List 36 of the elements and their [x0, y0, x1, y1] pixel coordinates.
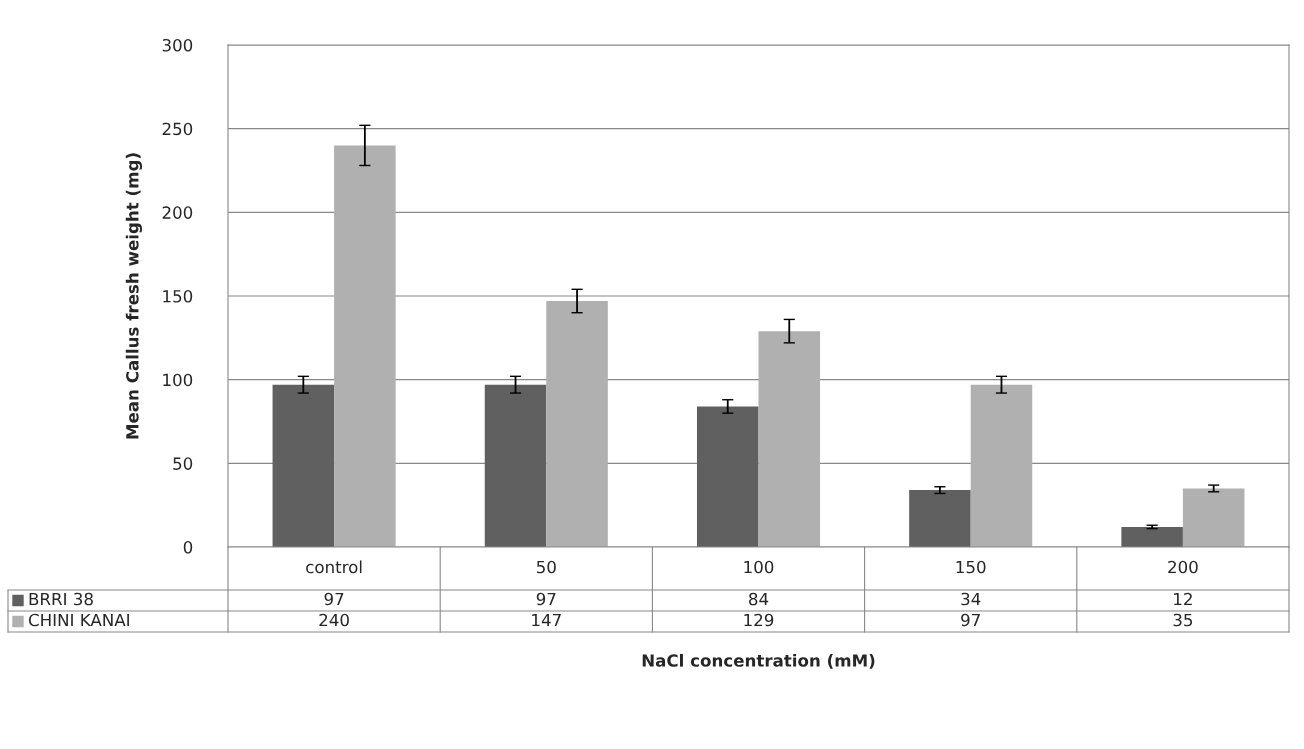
y-tick-label: 150 [163, 289, 193, 303]
x-tick-label: 50 [536, 560, 556, 574]
y-tick-label: 250 [162, 122, 193, 136]
y-tick-label: 200 [162, 206, 193, 219]
data-label: 97 [324, 592, 344, 606]
data-label: 240 [319, 613, 349, 627]
bar [970, 384, 1033, 547]
bar [484, 384, 547, 547]
data-label: 12 [1174, 592, 1192, 606]
bar [272, 384, 335, 547]
y-tick-label: 0 [183, 540, 193, 554]
y-axis-title: Mean Callus fresh weight (mg) [125, 153, 143, 439]
bar [758, 331, 821, 547]
bar [1121, 526, 1183, 547]
data-label: 97 [536, 592, 556, 606]
data-label: 84 [749, 592, 769, 606]
bar [334, 145, 396, 547]
y-tick-label: 100 [163, 373, 193, 387]
data-label: 34 [961, 592, 981, 606]
data-label: 97 [961, 613, 980, 627]
x-tick-label: 100 [744, 560, 774, 574]
x-tick-label: control [306, 560, 362, 574]
data-label: 147 [532, 613, 561, 627]
bar [696, 406, 759, 547]
data-label: 129 [744, 613, 774, 627]
y-tick-label: 50 [173, 457, 193, 470]
x-axis-title: NaCl concentration (mM) [642, 653, 875, 669]
y-tick-label: 300 [162, 38, 193, 52]
bar [909, 490, 971, 547]
bar [546, 301, 608, 547]
legend-label: BRRI 38 [29, 592, 93, 606]
data-label: 35 [1173, 613, 1193, 627]
bar [1182, 488, 1245, 547]
legend-label: CHINI KANAI [28, 613, 129, 627]
x-tick-label: 150 [956, 560, 986, 574]
x-tick-label: 200 [1168, 560, 1198, 574]
